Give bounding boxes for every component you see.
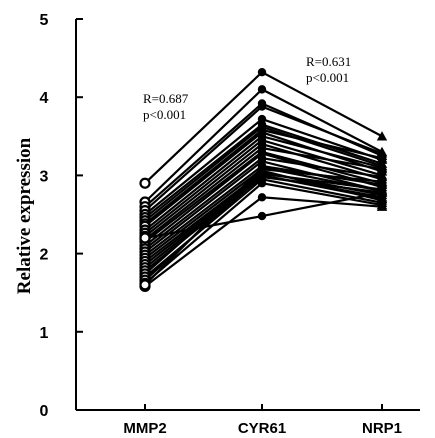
x-ticks: MMP2 CYR61 NRP1 <box>123 404 402 437</box>
data-point-triangle <box>376 176 388 186</box>
y-tick-label: 2 <box>40 247 49 264</box>
data-point-filled-circle <box>257 193 267 202</box>
annotation-r-value: R=0.631 <box>306 54 351 69</box>
annotation-p-value: p<0.001 <box>143 107 186 122</box>
data-point-filled-circle <box>257 67 267 77</box>
data-point-triangle <box>376 192 388 202</box>
category-label-cyr61: CYR61 <box>238 420 286 437</box>
y-tick-label: 1 <box>40 325 49 342</box>
data-point-triangle <box>376 163 388 174</box>
data-point-filled-circle <box>257 85 267 94</box>
y-tick-label: 0 <box>40 403 49 420</box>
category-label-nrp1: NRP1 <box>362 420 402 437</box>
data-point-open-circle <box>139 279 151 291</box>
data-point-open-circle <box>139 232 151 244</box>
annotation-p-value: p<0.001 <box>306 70 349 85</box>
series-markers <box>139 67 388 293</box>
data-point-filled-circle <box>257 102 267 111</box>
data-point-filled-circle <box>257 171 267 180</box>
data-point-triangle <box>376 131 388 141</box>
data-point-triangle <box>376 152 388 163</box>
data-point-triangle <box>376 171 388 182</box>
data-point-filled-circle <box>257 179 267 188</box>
y-tick-label: 4 <box>40 90 49 107</box>
data-point-triangle <box>376 185 388 196</box>
data-point-open-circle <box>139 177 151 189</box>
data-point-filled-circle <box>257 163 267 172</box>
category-label-mmp2: MMP2 <box>123 420 166 437</box>
data-point-triangle <box>376 148 388 158</box>
y-axis-label: Relative expression <box>14 137 35 294</box>
y-tick-label: 5 <box>40 12 49 29</box>
data-point-triangle <box>376 201 388 211</box>
y-ticks: 0 1 2 3 4 5 <box>40 12 83 420</box>
axes <box>75 19 420 411</box>
annotation-r-value: R=0.687 <box>143 91 189 106</box>
y-tick-label: 3 <box>40 168 49 185</box>
data-point-filled-circle <box>257 211 267 221</box>
